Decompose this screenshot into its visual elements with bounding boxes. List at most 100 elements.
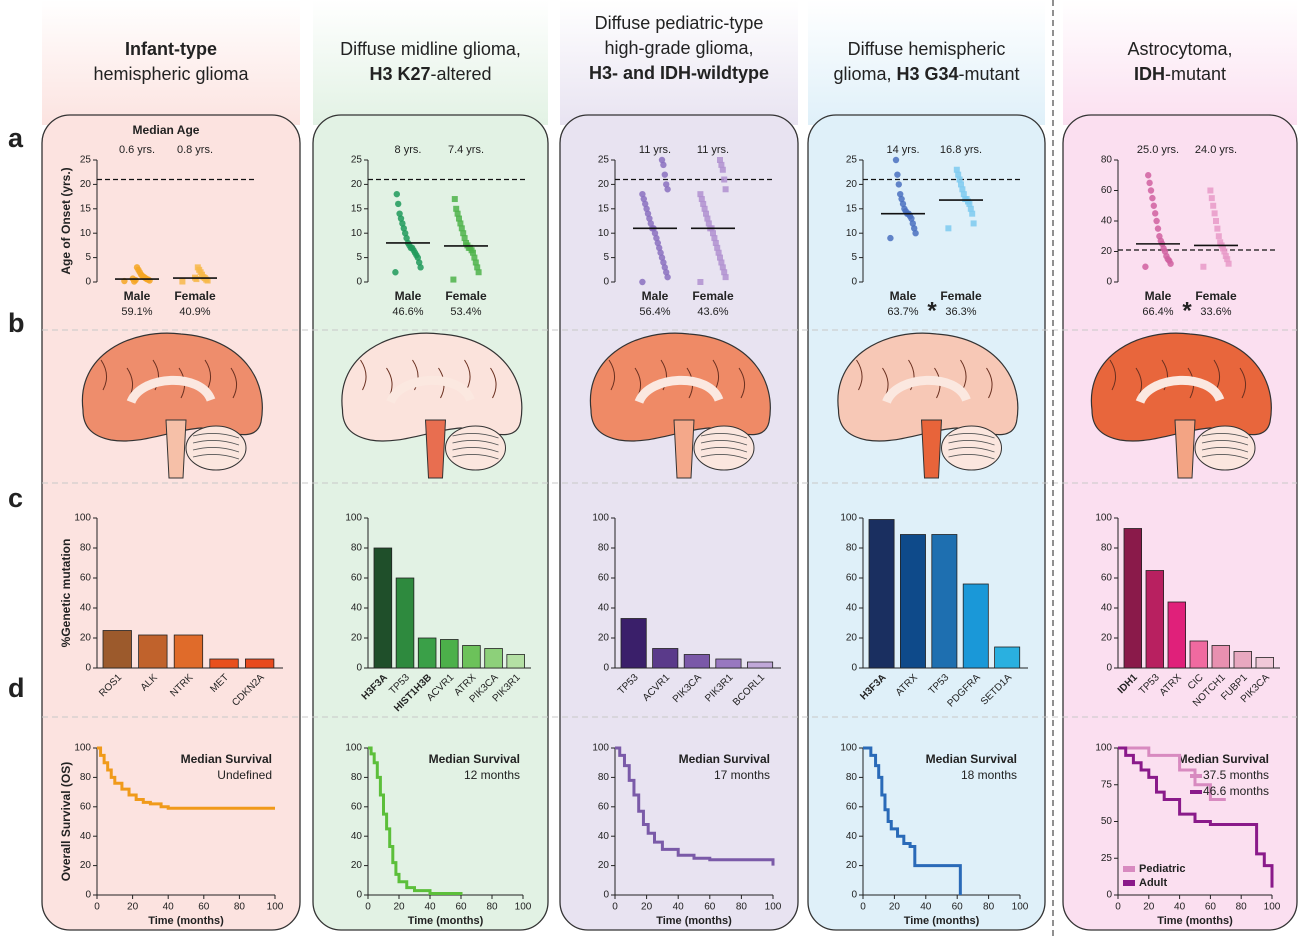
y-tick-label: 0 xyxy=(851,663,857,674)
data-point xyxy=(945,225,951,231)
header-bg xyxy=(42,0,300,125)
y-tick-label: 0 xyxy=(356,890,362,901)
y-tick-label: 100 xyxy=(1095,743,1112,754)
bar xyxy=(995,647,1020,668)
y-tick-label: 80 xyxy=(80,543,92,554)
data-point xyxy=(1209,195,1215,201)
y-tick-label: 60 xyxy=(598,573,610,584)
title-part: IDH xyxy=(1134,64,1165,84)
brain-stem xyxy=(166,420,186,478)
x-tick-label: 80 xyxy=(234,902,246,913)
y-tick-label: 80 xyxy=(598,772,610,783)
y-tick-label: 0 xyxy=(356,663,362,674)
data-point xyxy=(896,181,902,187)
y-tick-label: 60 xyxy=(80,801,92,812)
y-tick-label: 60 xyxy=(846,573,858,584)
bar xyxy=(1146,571,1164,669)
y-tick-label: 80 xyxy=(1101,155,1113,166)
share-label: 40.9% xyxy=(179,306,210,318)
brain-cerebellum xyxy=(186,426,246,470)
y-tick-label: 5 xyxy=(851,252,857,263)
brain-cerebellum xyxy=(1195,426,1255,470)
bar xyxy=(747,662,772,668)
share-label: 46.6% xyxy=(392,306,423,318)
brain-stem xyxy=(426,420,446,478)
median-label: 0.6 yrs. xyxy=(119,144,155,156)
share-label: 43.6% xyxy=(697,306,728,318)
data-point xyxy=(663,181,669,187)
y-tick-label: 0 xyxy=(85,890,91,901)
data-point xyxy=(1217,239,1223,245)
x-tick-label: 0 xyxy=(612,902,618,913)
data-point xyxy=(1155,225,1161,231)
y-tick-label: 100 xyxy=(840,513,857,524)
data-point xyxy=(1152,210,1158,216)
title-part: Diffuse hemispheric xyxy=(848,39,1006,59)
bar xyxy=(1234,652,1252,669)
annotation: Median Survival xyxy=(679,752,770,766)
title-part: high-grade glioma, xyxy=(604,38,753,58)
bar xyxy=(1256,658,1274,669)
y-tick-label: 40 xyxy=(598,603,610,614)
x-tick-label: 20 xyxy=(1143,902,1155,913)
brain-cerebellum xyxy=(694,426,754,470)
bar xyxy=(463,646,481,669)
brain-cerebellum xyxy=(942,426,1002,470)
y-tick-label: 100 xyxy=(74,513,91,524)
annotation: Median Survival xyxy=(181,752,272,766)
y-tick-label: 40 xyxy=(351,831,363,842)
title-part: Infant-type xyxy=(125,39,217,59)
y-tick-label: 20 xyxy=(846,633,858,644)
x-tick-label: 40 xyxy=(673,902,685,913)
y-tick-label: 60 xyxy=(80,573,92,584)
legend-swatch xyxy=(1123,866,1135,872)
y-tick-label: 40 xyxy=(80,831,92,842)
data-point xyxy=(396,210,402,216)
data-point xyxy=(954,167,960,173)
y-tick-label: 40 xyxy=(846,831,858,842)
data-point xyxy=(1216,233,1222,239)
data-point xyxy=(639,191,645,197)
y-tick-label: 20 xyxy=(846,179,858,190)
y-tick-label: 20 xyxy=(598,179,610,190)
x-tick-label: 40 xyxy=(920,902,932,913)
row-label: c xyxy=(8,483,23,513)
y-tick-label: 60 xyxy=(1101,185,1113,196)
y-tick-label: 100 xyxy=(592,743,609,754)
title-part: H3 G34 xyxy=(896,64,958,84)
y-tick-label: 60 xyxy=(351,573,363,584)
data-point xyxy=(1210,203,1216,209)
x-tick-label: 40 xyxy=(163,902,175,913)
y-tick-label: 15 xyxy=(846,203,858,214)
y-axis-label: Overall Survival (OS) xyxy=(59,762,73,881)
data-point xyxy=(723,186,729,192)
data-point xyxy=(894,171,900,177)
bar xyxy=(507,655,525,669)
y-tick-label: 50 xyxy=(1101,816,1113,827)
median-label: 11 yrs. xyxy=(697,144,729,156)
y-tick-label: 0 xyxy=(603,890,609,901)
bar xyxy=(1124,529,1142,669)
bar xyxy=(716,659,741,668)
figure: Infant-typehemispheric gliomaDiffuse mid… xyxy=(0,0,1301,937)
column-title: Astrocytoma, xyxy=(1127,39,1232,59)
y-tick-label: 20 xyxy=(1101,246,1113,257)
y-tick-label: 0 xyxy=(1106,277,1112,288)
data-point xyxy=(1214,226,1220,232)
y-tick-label: 0 xyxy=(1106,663,1112,674)
x-axis-label: Time (months) xyxy=(408,915,484,927)
bar xyxy=(1212,646,1230,669)
data-point xyxy=(134,264,140,270)
x-tick-label: 80 xyxy=(486,902,498,913)
y-tick-label: 40 xyxy=(598,831,610,842)
data-point xyxy=(1148,187,1154,193)
column-title: Infant-type xyxy=(125,39,217,59)
bar xyxy=(869,520,894,669)
y-tick-label: 0 xyxy=(356,277,362,288)
share-label: 56.4% xyxy=(639,306,670,318)
y-tick-label: 60 xyxy=(598,801,610,812)
chart-title: Median Age xyxy=(133,123,200,137)
row-label: b xyxy=(8,308,25,338)
column-title: Diffuse midline glioma, xyxy=(340,39,521,59)
bar xyxy=(932,535,957,669)
